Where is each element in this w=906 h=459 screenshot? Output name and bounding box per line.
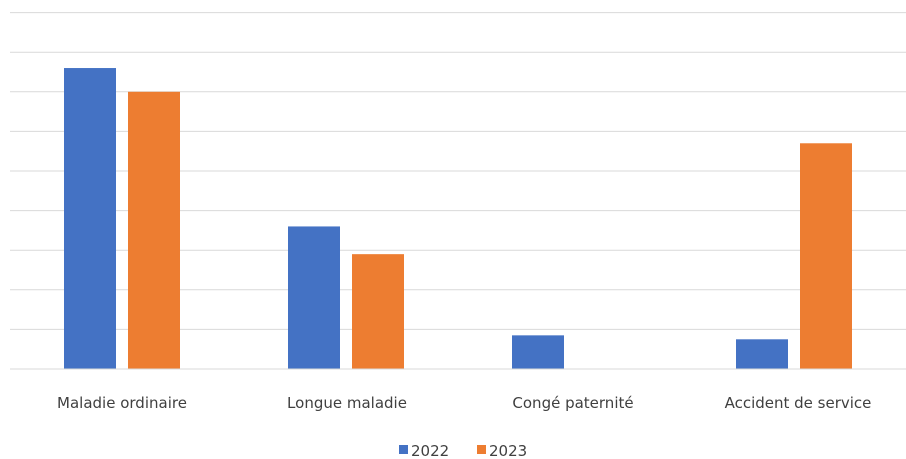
category-labels: Maladie ordinaire Longue maladie Congé p… (57, 394, 871, 412)
bar-2022-cong-paternit- (512, 335, 564, 369)
legend-label-2022: 2022 (411, 442, 449, 459)
bar-2022-longue-maladie (288, 226, 340, 369)
category-label-accident-de-service: Accident de service (725, 394, 872, 412)
legend: 2022 2023 (399, 442, 527, 459)
bar-2023-maladie-ordinaire (128, 91, 180, 370)
category-label-maladie-ordinaire: Maladie ordinaire (57, 394, 187, 412)
bar-2022-maladie-ordinaire (64, 68, 116, 369)
category-label-longue-maladie: Longue maladie (287, 394, 407, 412)
bar-2023-longue-maladie (352, 254, 404, 369)
bar-2023-accident-de-service (800, 143, 852, 369)
legend-swatch-2022 (399, 445, 408, 454)
legend-label-2023: 2023 (489, 442, 527, 459)
category-label-conge-paternite: Congé paternité (512, 394, 633, 412)
bars (64, 68, 852, 370)
legend-swatch-2023 (477, 445, 486, 454)
bar-2022-accident-de-service (736, 339, 788, 369)
